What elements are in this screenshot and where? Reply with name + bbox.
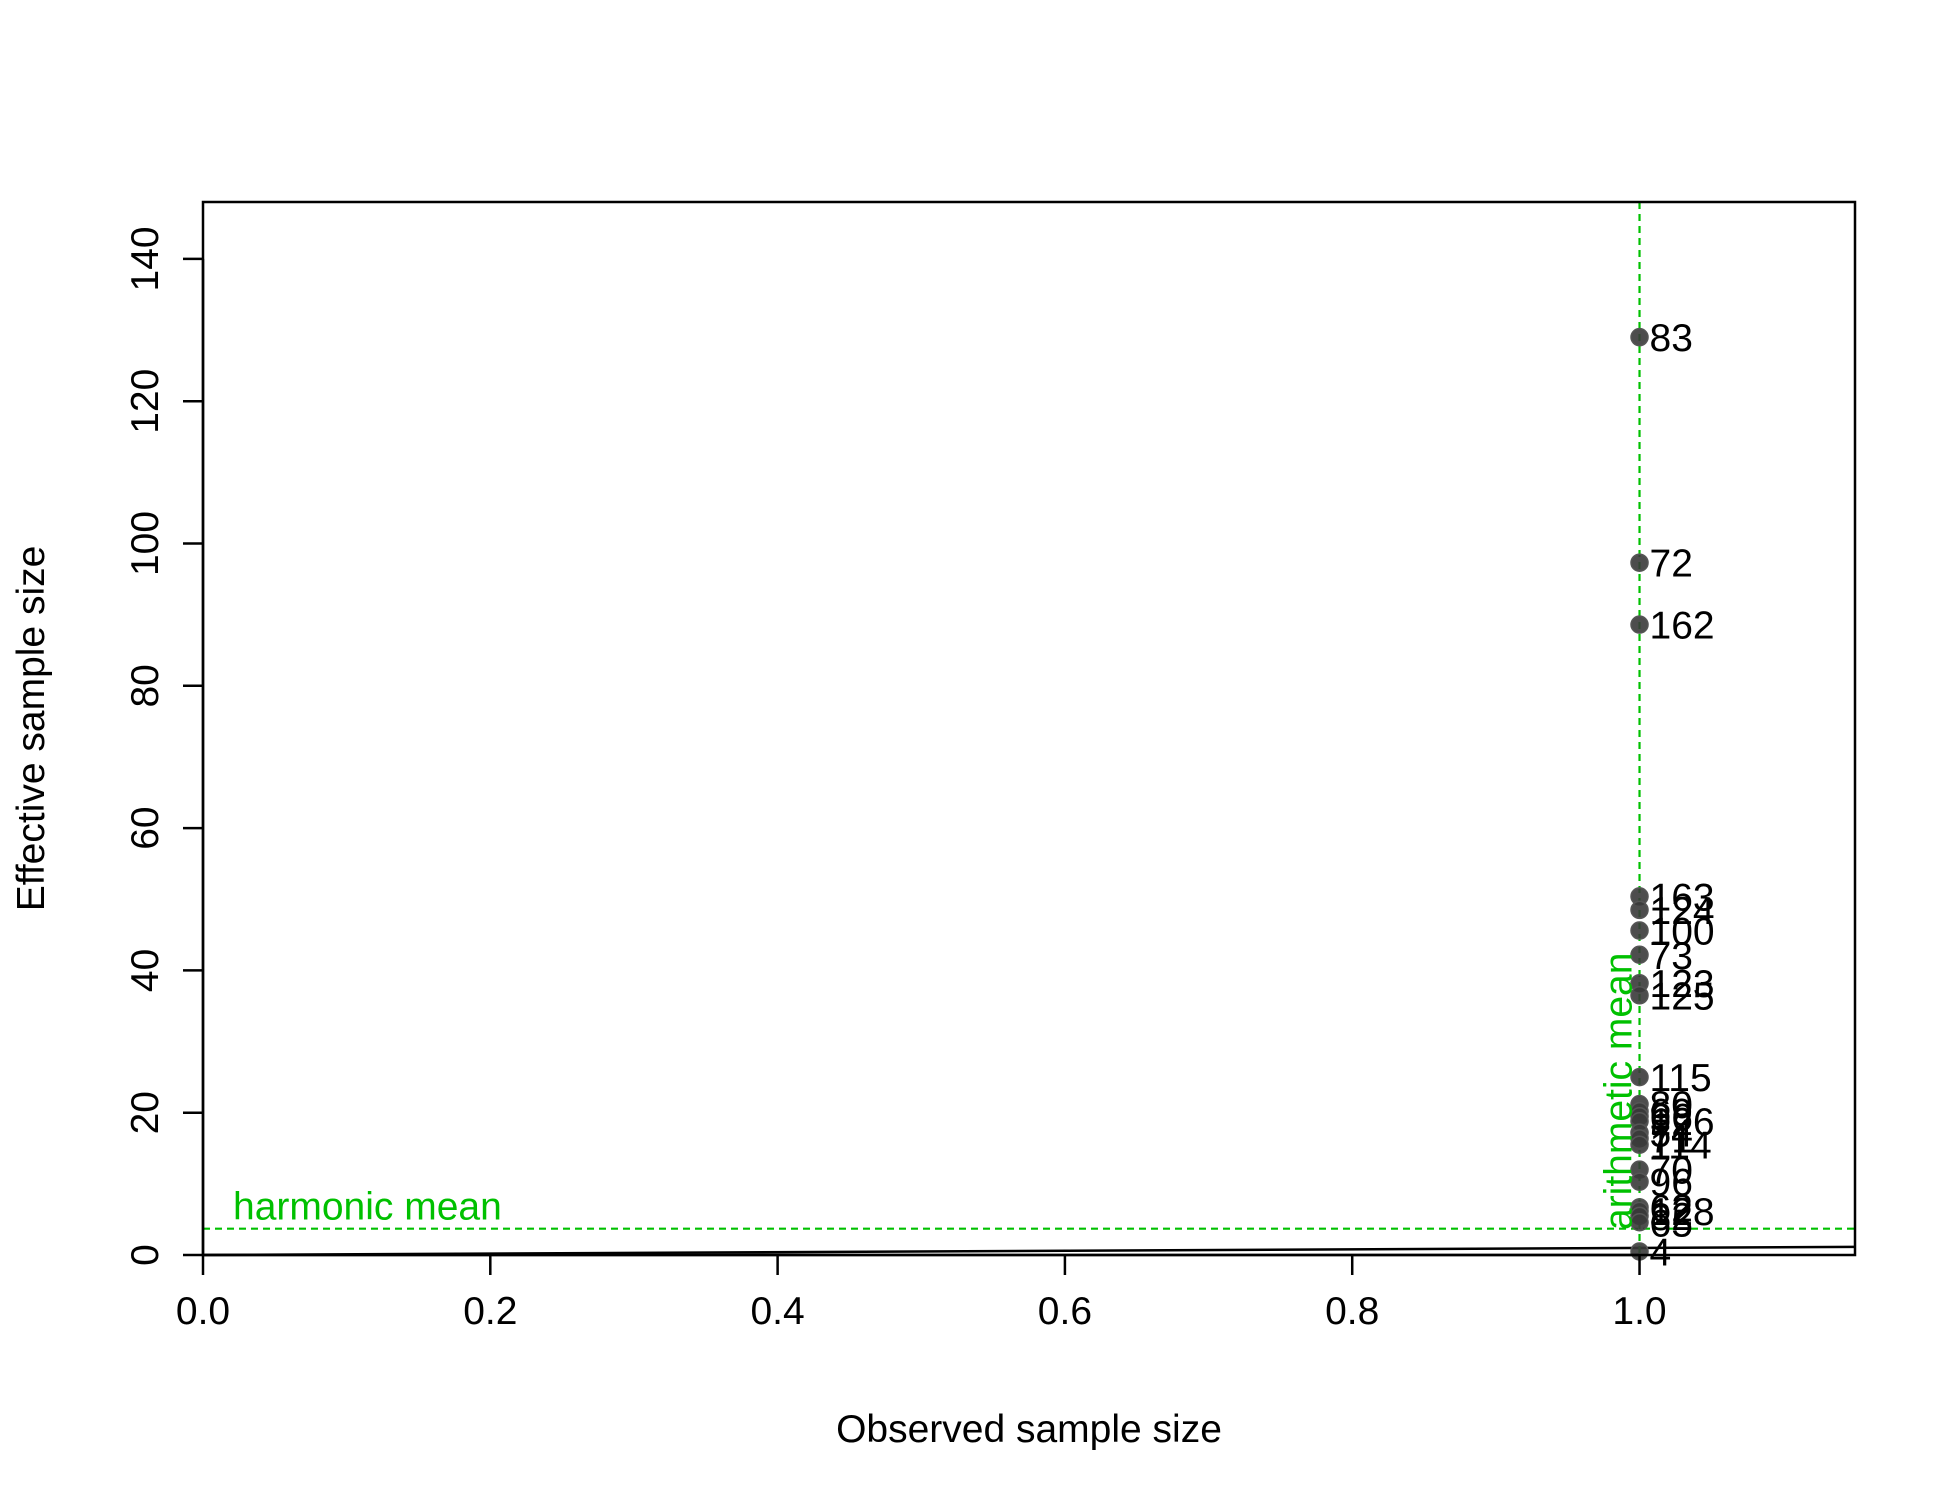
data-point — [1630, 553, 1649, 572]
y-tick-label: 100 — [124, 511, 167, 576]
y-tick-label: 140 — [124, 226, 167, 291]
identity-line — [202, 1245, 1856, 1257]
x-tick-label: 0.8 — [1325, 1290, 1379, 1333]
y-tick-label: 40 — [124, 949, 167, 992]
point-label: 66 — [1650, 1096, 1693, 1139]
y-tick-label: 20 — [124, 1091, 167, 1134]
x-tick-label: 0.2 — [463, 1290, 517, 1333]
point-label: 4 — [1650, 1231, 1672, 1274]
x-tick-label: 1.0 — [1612, 1290, 1666, 1333]
point-label: 123 — [1650, 963, 1715, 1006]
point-label: 72 — [1650, 543, 1693, 586]
data-point — [1630, 615, 1649, 634]
point-label: 124 — [1650, 890, 1715, 933]
data-point — [1630, 1213, 1649, 1232]
x-tick-label: 0.6 — [1038, 1290, 1092, 1333]
point-label: 128 — [1650, 1191, 1715, 1234]
point-label: 65 — [1650, 1202, 1693, 1245]
data-point — [1630, 945, 1649, 965]
point-label: 70 — [1650, 1150, 1693, 1193]
point-label: 115 — [1650, 1057, 1712, 1100]
annotation-layer: arithmetic mean harmonic mean — [233, 953, 1641, 1230]
point-label: 162 — [1650, 605, 1715, 648]
point-label: 83 — [1650, 317, 1693, 360]
data-point — [1630, 1172, 1649, 1191]
plot-frame — [201, 200, 1857, 1257]
point-label: 82 — [1650, 1196, 1693, 1239]
y-axis-label: Effective sample size — [10, 546, 53, 912]
points-layer — [1630, 327, 1649, 1261]
point-label: 73 — [1650, 935, 1693, 978]
point-label: 54 — [1650, 1113, 1693, 1156]
point-label: 71 — [1650, 1118, 1693, 1161]
data-point — [1630, 327, 1649, 347]
point-label: 100 — [1650, 911, 1715, 954]
y-tick-label: 80 — [124, 664, 167, 707]
x-tick-label: 0.4 — [750, 1290, 804, 1333]
data-point — [1630, 1135, 1649, 1154]
point-label: 163 — [1650, 876, 1715, 919]
harmonic-mean-label: harmonic mean — [233, 1186, 502, 1229]
x-tick-label: 0.0 — [176, 1290, 230, 1333]
y-tick-label: 60 — [124, 806, 167, 849]
point-label: 126 — [1650, 1101, 1715, 1144]
x-axis-label: Observed sample size — [836, 1408, 1222, 1451]
arithmetic-mean-label: arithmetic mean — [1598, 953, 1641, 1230]
data-point — [1630, 900, 1649, 920]
data-point — [1630, 1067, 1649, 1087]
point-label: 62 — [1650, 1187, 1693, 1230]
point-label: 69 — [1650, 1091, 1693, 1134]
point-label: 114 — [1650, 1125, 1712, 1168]
y-tick-label: 0 — [124, 1244, 167, 1266]
point-label: 125 — [1650, 975, 1715, 1018]
data-point — [1630, 921, 1649, 940]
y-tick-label: 120 — [124, 369, 167, 434]
identity-line-layer — [202, 1245, 1856, 1257]
point-label: 96 — [1650, 1162, 1693, 1205]
data-point — [1630, 986, 1649, 1005]
point-label: 80 — [1650, 1084, 1693, 1127]
